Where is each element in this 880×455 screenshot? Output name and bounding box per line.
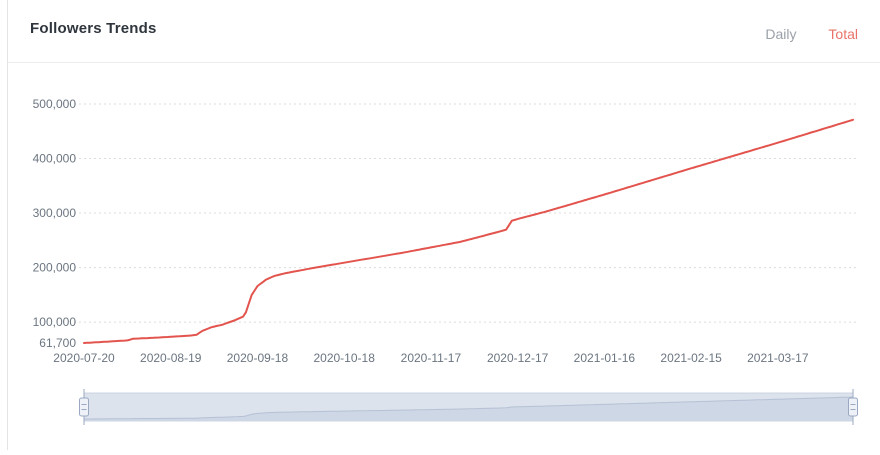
- panel-left-border: [7, 0, 8, 450]
- y-axis-min-label: 61,700: [39, 336, 76, 350]
- x-tick-label: 2020-07-20: [53, 351, 115, 365]
- followers-line: [83, 118, 854, 344]
- y-tick-label: 500,000: [33, 97, 77, 111]
- page-title: Followers Trends: [30, 20, 157, 37]
- y-tick-label: 100,000: [33, 315, 77, 329]
- datazoom-handle-right[interactable]: [848, 397, 858, 417]
- datazoom-filler[interactable]: [84, 393, 853, 421]
- y-tick-label: 400,000: [33, 152, 77, 166]
- tab-total[interactable]: Total: [828, 26, 858, 42]
- x-tick-label: 2021-02-15: [660, 351, 722, 365]
- y-tick-label: 200,000: [33, 261, 77, 275]
- datazoom-handle-left[interactable]: [79, 397, 89, 417]
- x-tick-label: 2020-12-17: [487, 351, 549, 365]
- range-tabs: Daily Total: [765, 26, 858, 42]
- x-tick-label: 2020-09-18: [227, 351, 289, 365]
- x-tick-label: 2020-11-17: [401, 351, 462, 365]
- chart-canvas: 100,000 200,000 300,000 400,000 500,000 61,70…: [33, 97, 858, 425]
- tab-daily[interactable]: Daily: [765, 26, 797, 42]
- chart-header: Followers Trends Daily Total: [8, 0, 880, 63]
- y-tick-label: 300,000: [33, 206, 77, 220]
- x-tick-label: 2021-01-16: [574, 351, 636, 365]
- datazoom-data-line: [84, 396, 854, 420]
- x-tick-label: 2020-10-18: [313, 351, 375, 365]
- followers-trend-chart: 100,000 200,000 300,000 400,000 500,000 61,70…: [0, 62, 880, 450]
- x-tick-label: 2020-08-19: [140, 351, 202, 365]
- x-tick-label: 2021-03-17: [747, 351, 809, 365]
